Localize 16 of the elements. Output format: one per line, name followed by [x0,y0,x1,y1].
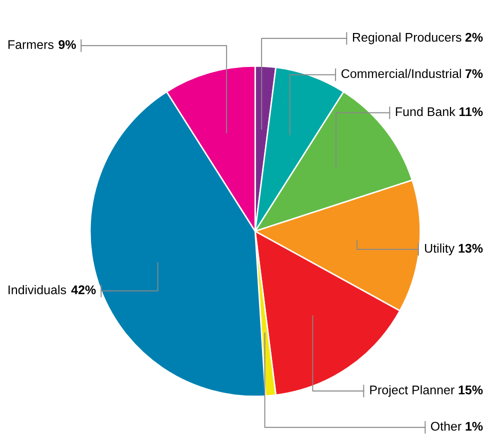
slice-label: Commercial/Industrial [342,68,461,78]
data-label: 2% [465,32,483,42]
data-label: 9% [58,40,76,50]
data-label: 7% [466,69,483,78]
slice-label: Fund Bank [396,106,456,116]
data-label: 15% [458,386,483,394]
slice-label: Project Planner [370,385,454,397]
slice-label: Other [430,422,462,431]
slice-label: Regional Producers [352,32,462,44]
data-label: 42% [71,285,96,294]
slice-label: Individuals [8,285,66,294]
data-label: 1% [466,422,483,431]
slice-label: Utility [425,244,455,256]
data-label: 13% [458,244,483,253]
slice-label: Farmers [8,40,54,50]
data-label: 11% [460,107,483,116]
